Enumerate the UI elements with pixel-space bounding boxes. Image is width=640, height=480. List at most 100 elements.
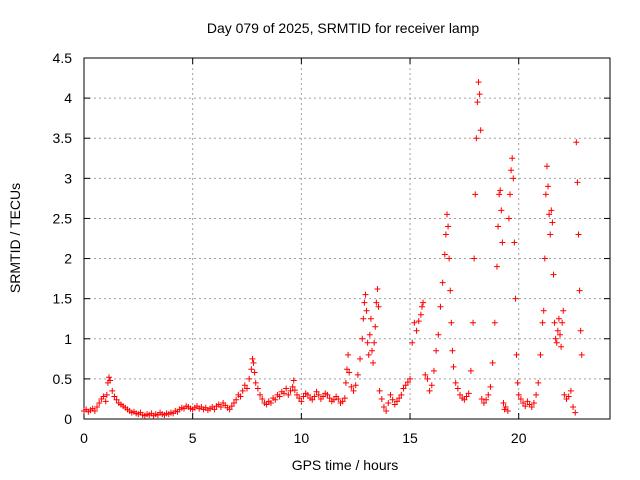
data-point <box>361 299 368 306</box>
data-point <box>241 382 248 389</box>
data-point <box>96 399 103 406</box>
x-tick-labels: 0 5 10 15 20 <box>80 430 527 446</box>
y-tick-label: 4.5 <box>53 50 73 66</box>
data-point <box>477 127 484 134</box>
data-point <box>520 399 527 406</box>
data-point <box>373 299 380 306</box>
data-point <box>371 339 378 346</box>
data-point <box>272 396 279 403</box>
data-point <box>363 307 370 314</box>
data-point <box>543 163 550 170</box>
data-point <box>251 369 258 376</box>
data-point <box>263 401 270 408</box>
data-point <box>470 319 477 326</box>
data-point <box>102 398 109 405</box>
data-point <box>230 399 237 406</box>
data-point <box>545 183 552 190</box>
data-point <box>493 263 500 270</box>
data-point <box>474 99 481 106</box>
data-point <box>387 391 394 398</box>
data-point <box>461 396 468 403</box>
data-point <box>554 327 561 334</box>
data-point <box>467 367 474 374</box>
data-point <box>409 339 416 346</box>
data-point <box>524 398 531 405</box>
data-point <box>487 383 494 390</box>
data-point <box>508 167 515 174</box>
data-point <box>570 403 577 410</box>
data-point <box>342 379 349 386</box>
data-point <box>471 255 478 262</box>
data-point <box>103 391 110 398</box>
data-point <box>498 207 505 214</box>
data-point <box>435 331 442 338</box>
y-tick-label: 2 <box>64 251 72 267</box>
data-point <box>94 403 101 410</box>
data-point <box>233 396 240 403</box>
data-point <box>558 343 565 350</box>
data-point <box>473 135 480 142</box>
data-point <box>441 251 448 258</box>
data-point <box>502 403 509 410</box>
data-point <box>446 255 453 262</box>
data-point <box>537 351 544 358</box>
data-point <box>398 391 405 398</box>
data-point <box>404 379 411 386</box>
data-point <box>211 406 218 413</box>
data-point <box>417 311 424 318</box>
data-point <box>542 191 549 198</box>
data-point <box>424 375 431 382</box>
data-point <box>359 335 366 342</box>
data-point <box>374 286 381 293</box>
data-point <box>528 403 535 410</box>
x-tick-label: 15 <box>402 430 418 446</box>
data-point <box>472 191 479 198</box>
data-point <box>449 347 456 354</box>
data-point <box>437 303 444 310</box>
data-point <box>267 399 274 406</box>
data-point <box>557 331 564 338</box>
data-point <box>407 375 414 382</box>
data-point <box>555 315 562 322</box>
data-point <box>426 387 433 394</box>
data-point <box>109 387 116 394</box>
data-point <box>376 387 383 394</box>
data-point <box>547 231 554 238</box>
data-point <box>259 395 266 402</box>
plot-frame <box>83 57 611 420</box>
data-point <box>510 175 517 182</box>
data-point <box>567 387 574 394</box>
x-tick-label: 10 <box>294 430 310 446</box>
data-point <box>285 391 292 398</box>
data-point <box>509 155 516 162</box>
y-tick-label: 4 <box>64 90 72 106</box>
data-point <box>291 387 298 394</box>
x-tick-label: 20 <box>511 430 527 446</box>
data-point <box>393 398 400 405</box>
data-point <box>578 351 585 358</box>
data-point <box>442 231 449 238</box>
data-point <box>257 391 264 398</box>
data-point <box>559 319 566 326</box>
data-point <box>539 319 546 326</box>
data-point <box>389 396 396 403</box>
data-point <box>573 139 580 146</box>
data-point <box>483 396 490 403</box>
data-point <box>499 239 506 246</box>
data-point <box>505 215 512 222</box>
data-point <box>360 315 367 322</box>
data-point <box>391 401 398 408</box>
data-point <box>335 395 342 402</box>
data-point <box>565 393 572 400</box>
data-point <box>430 367 437 374</box>
data-point <box>339 398 346 405</box>
chart-title: Day 079 of 2025, SRMTID for receiver lam… <box>207 20 480 36</box>
data-point <box>107 377 114 384</box>
data-point <box>280 390 287 397</box>
data-point <box>514 379 521 386</box>
data-point <box>100 393 107 400</box>
y-tick-label: 3.5 <box>53 130 73 146</box>
data-point <box>575 231 582 238</box>
data-point <box>478 395 485 402</box>
